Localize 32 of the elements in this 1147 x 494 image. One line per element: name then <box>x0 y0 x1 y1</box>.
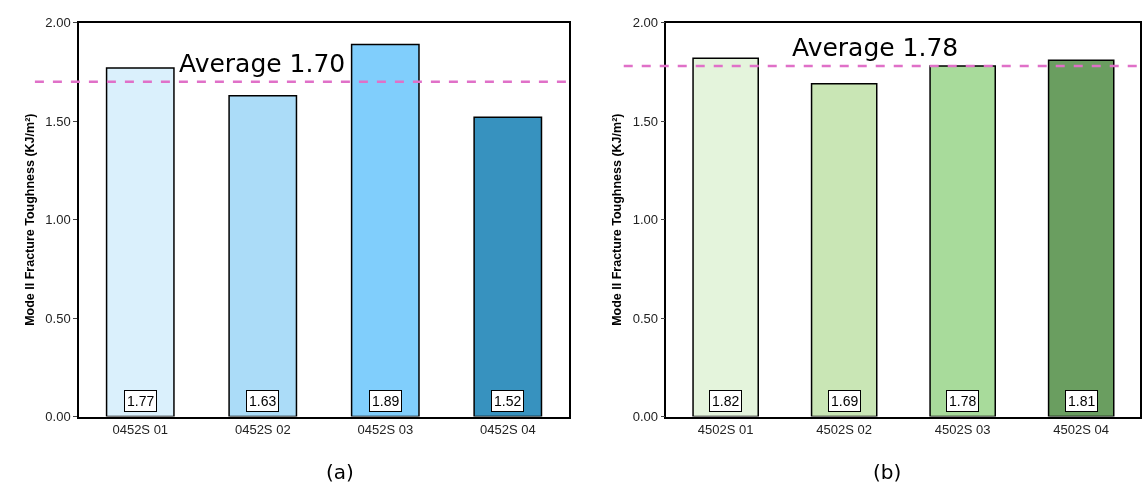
y-tick-label: 0.00 <box>45 409 71 425</box>
x-tick-label: 0452S 01 <box>112 421 169 437</box>
x-tick-label: 4502S 03 <box>934 421 991 437</box>
y-tick-label: 2.00 <box>632 15 659 31</box>
y-axis-title: Mode II Fracture Toughness (KJ/m²) <box>610 113 625 326</box>
text: (b) <box>873 460 902 484</box>
y-tick-label: 1.50 <box>632 113 659 129</box>
x-tick-label: 0452S 03 <box>357 421 414 437</box>
data-label: 1.78 <box>949 393 977 409</box>
y-tick-label: 0.50 <box>632 310 659 326</box>
text: (a) <box>326 460 354 484</box>
y-tick-label: 1.00 <box>632 212 659 228</box>
y-tick-label: 0.00 <box>632 409 659 425</box>
data-label: 1.81 <box>1068 393 1096 409</box>
data-label: 1.77 <box>127 393 155 409</box>
x-tick-label: 4502S 02 <box>816 421 872 437</box>
y-tick-label: 0.50 <box>45 310 71 326</box>
data-label: 1.69 <box>831 393 859 409</box>
x-tick-label: 0452S 02 <box>234 421 291 437</box>
ref-line-label: Average 1.78 <box>792 33 959 62</box>
y-tick-label: 2.00 <box>45 15 71 31</box>
x-tick-label: 4502S 01 <box>697 421 754 437</box>
y-tick-label: 1.00 <box>45 212 71 228</box>
x-tick-label: 4502S 04 <box>1053 421 1110 437</box>
data-label: 1.52 <box>494 393 522 409</box>
data-label: 1.89 <box>372 393 400 409</box>
data-label: 1.63 <box>249 393 277 409</box>
data-label: 1.82 <box>712 393 740 409</box>
y-tick-label: 1.50 <box>45 113 71 129</box>
y-axis-title: Mode II Fracture Toughness (KJ/m²) <box>22 113 37 326</box>
ref-line-label: Average 1.70 <box>179 49 346 78</box>
x-tick-label: 0452S 04 <box>479 421 536 437</box>
